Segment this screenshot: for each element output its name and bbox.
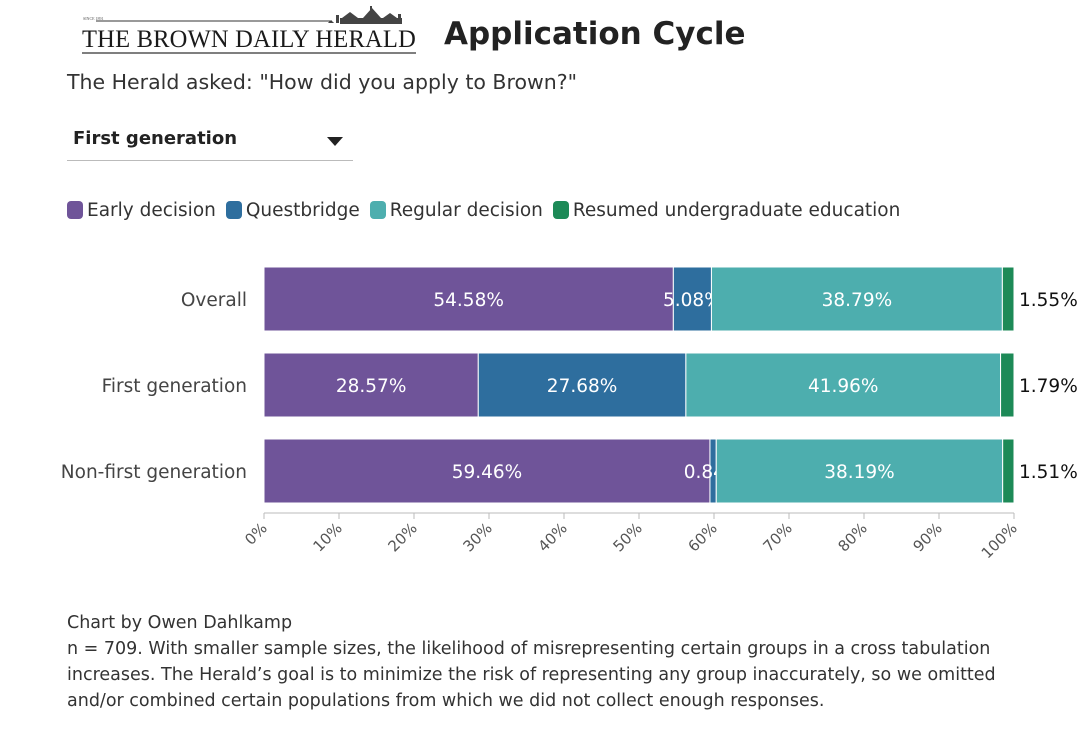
category-label-first-generation: First generation (102, 376, 247, 397)
legend-label-regular-decision: Regular decision (389, 199, 543, 221)
x-tick-label-2: 20% (385, 519, 421, 555)
x-tick-label-4: 40% (535, 519, 571, 555)
chart-credit: Chart by Owen Dahlkamp (67, 613, 293, 633)
x-tick-label-5: 50% (610, 519, 646, 555)
chart-legend: Early decision Questbridge Regular decis… (67, 197, 910, 223)
page-title: Application Cycle (444, 16, 746, 52)
data-label-early-decision-non-first-generation: 59.46% (452, 462, 523, 483)
legend-item-early-decision[interactable]: Early decision (67, 200, 216, 221)
data-label-resumed-undergraduate-education-first-generation: 1.79% (1019, 376, 1078, 397)
legend-item-questbridge[interactable]: Questbridge (225, 199, 360, 221)
data-label-early-decision-overall: 54.58% (433, 290, 504, 311)
legend-swatch-questbridge (225, 201, 242, 219)
herald-wordmark: THE BROWN DAILY HERALD (82, 24, 416, 53)
since-1891-text: SINCE 1891 (83, 16, 104, 21)
legend-item-resumed[interactable]: Resumed undergraduate education (552, 199, 901, 221)
data-label-questbridge-first-generation: 27.68% (547, 376, 618, 397)
chart-canvas: Overall 54.58% 5.08% 38.79% 1.55% First gener… (61, 266, 1078, 562)
x-tick-label-10: 100% (978, 519, 1021, 562)
chart-footer: Chart by Owen Dahlkamp n = 709. With sma… (67, 610, 1057, 714)
bar-segment-questbridge-first-generation (477, 352, 687, 418)
group-filter-dropdown[interactable]: First generation (67, 124, 353, 161)
bar-segment-early-decision-non-first-generation (263, 438, 711, 504)
bar-segment-early-decision-overall (263, 266, 674, 332)
category-label-overall: Overall (181, 290, 247, 311)
x-tick-label-7: 70% (760, 519, 796, 555)
x-tick-label-9: 90% (910, 519, 946, 555)
data-label-regular-decision-overall: 38.79% (822, 290, 893, 311)
data-label-early-decision-first-generation: 28.57% (336, 376, 407, 397)
x-tick-label-1: 10% (310, 519, 346, 555)
chart-subtitle: The Herald asked: "How did you apply to … (67, 70, 578, 94)
data-label-regular-decision-first-generation: 41.96% (808, 376, 879, 397)
legend-item-regular-decision[interactable]: Regular decision (369, 199, 543, 221)
legend-label-early-decision: Early decision (87, 199, 216, 221)
bar-segment-regular-decision-non-first-generation (715, 438, 1004, 504)
dropdown-selected-value: First generation (73, 128, 238, 149)
bar-segment-resumed-undergraduate-education-first-generation (1000, 352, 1015, 418)
category-label-non-first-generation: Non-first generation (61, 462, 247, 483)
x-tick-label-0: 0% (241, 519, 271, 549)
data-label-resumed-undergraduate-education-non-first-generation: 1.51% (1019, 462, 1078, 483)
masthead-building-illustration (328, 6, 402, 24)
methodology-note: n = 709. With smaller sample sizes, the … (67, 639, 996, 711)
stacked-bar-chart: Overall 54.58% 5.08% 38.79% 1.55% First gener… (0, 240, 1080, 600)
data-label-regular-decision-non-first-generation: 38.19% (824, 462, 895, 483)
x-tick-label-6: 60% (685, 519, 721, 555)
bar-segment-early-decision-first-generation (263, 352, 479, 418)
chevron-down-icon[interactable] (327, 137, 343, 146)
bar-segment-regular-decision-overall (710, 266, 1003, 332)
bar-segment-resumed-undergraduate-education-non-first-generation (1002, 438, 1015, 504)
legend-swatch-regular-decision (369, 201, 386, 219)
bar-segment-regular-decision-first-generation (685, 352, 1002, 418)
legend-swatch-early-decision (67, 201, 83, 219)
x-tick-label-3: 30% (460, 519, 496, 555)
data-label-questbridge-overall: 5.08% (663, 290, 722, 311)
x-tick-label-8: 80% (835, 519, 871, 555)
legend-label-questbridge: Questbridge (245, 199, 360, 221)
bar-segment-resumed-undergraduate-education-overall (1001, 266, 1015, 332)
data-label-resumed-undergraduate-education-overall: 1.55% (1019, 290, 1078, 311)
herald-logo: SINCE 1891 THE BROWN DAILY HERALD (80, 6, 420, 56)
legend-swatch-resumed (552, 201, 569, 219)
legend-label-resumed: Resumed undergraduate education (572, 199, 901, 221)
